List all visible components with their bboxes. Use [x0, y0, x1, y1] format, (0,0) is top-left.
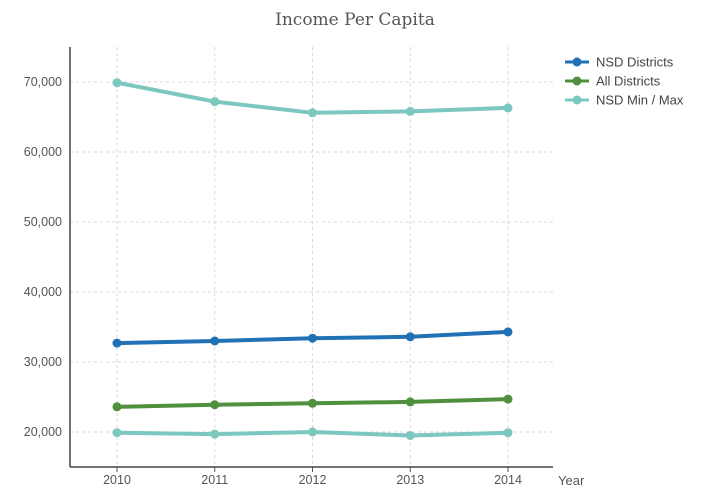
legend-label: NSD Min / Max: [596, 93, 684, 108]
y-tick-label: 60,000: [24, 145, 62, 159]
legend-label: All Districts: [596, 74, 661, 89]
data-point[interactable]: [112, 78, 122, 88]
x-tick-label: 2011: [201, 473, 228, 487]
data-point[interactable]: [210, 429, 220, 439]
data-point[interactable]: [405, 397, 415, 407]
y-tick-label: 30,000: [24, 355, 62, 369]
x-tick-label: 2012: [299, 473, 327, 487]
data-point[interactable]: [210, 336, 220, 346]
data-point[interactable]: [308, 398, 317, 408]
y-tick-label: 40,000: [24, 285, 62, 299]
legend-swatch-marker: [572, 95, 582, 105]
grid-lines: [70, 47, 553, 467]
legend-swatch-marker: [572, 76, 582, 86]
legend-swatch-marker: [572, 57, 582, 67]
data-point[interactable]: [112, 338, 122, 348]
data-point[interactable]: [308, 427, 317, 437]
data-point[interactable]: [405, 332, 415, 342]
data-point[interactable]: [210, 400, 220, 410]
series-layer: [112, 78, 513, 440]
y-tick-label: 70,000: [24, 75, 62, 89]
data-point[interactable]: [503, 394, 513, 404]
x-tick-label: 2010: [103, 473, 131, 487]
legend-item[interactable]: NSD Min / Max: [565, 93, 684, 108]
data-point[interactable]: [308, 108, 317, 118]
data-point[interactable]: [308, 333, 317, 343]
legend-label: NSD Districts: [596, 55, 674, 70]
chart-title: Income Per Capita: [275, 10, 435, 30]
data-point[interactable]: [503, 327, 513, 337]
legend: NSD Districts All Districts NSD Min / Max: [565, 55, 684, 108]
data-point[interactable]: [405, 106, 415, 116]
legend-item[interactable]: NSD Districts: [565, 55, 674, 70]
x-tick-label: 2014: [494, 473, 522, 487]
x-axis-title: Year: [558, 473, 585, 488]
data-point[interactable]: [405, 431, 415, 440]
y-tick-label: 20,000: [24, 425, 62, 439]
data-point[interactable]: [210, 97, 220, 107]
data-point[interactable]: [503, 103, 513, 113]
data-point[interactable]: [112, 402, 122, 412]
legend-item[interactable]: All Districts: [565, 74, 661, 89]
axes: 20,000 30,000 40,000 50,000 60,000 70,000 2010…: [24, 47, 553, 487]
y-tick-label: 50,000: [24, 215, 62, 229]
data-point[interactable]: [112, 428, 122, 438]
x-tick-label: 2013: [396, 473, 424, 487]
data-point[interactable]: [503, 428, 513, 438]
